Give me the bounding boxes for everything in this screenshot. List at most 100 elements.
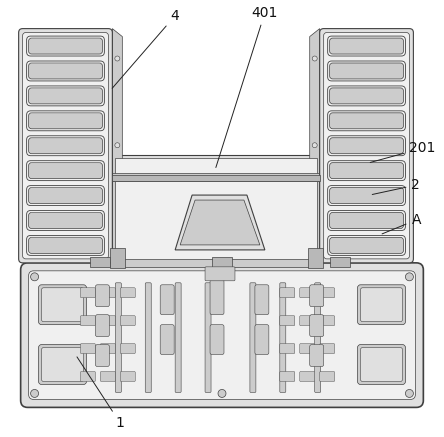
FancyBboxPatch shape: [100, 343, 115, 354]
Circle shape: [115, 143, 120, 148]
FancyBboxPatch shape: [255, 285, 269, 315]
FancyBboxPatch shape: [27, 61, 104, 81]
FancyBboxPatch shape: [27, 136, 104, 156]
FancyBboxPatch shape: [27, 236, 104, 255]
FancyBboxPatch shape: [300, 371, 315, 382]
FancyBboxPatch shape: [160, 285, 174, 315]
FancyBboxPatch shape: [100, 288, 115, 298]
Text: 201: 201: [370, 141, 436, 163]
FancyBboxPatch shape: [28, 187, 103, 204]
FancyBboxPatch shape: [28, 271, 416, 399]
FancyBboxPatch shape: [80, 343, 95, 354]
FancyBboxPatch shape: [280, 288, 295, 298]
Text: 2: 2: [372, 178, 420, 194]
FancyBboxPatch shape: [28, 63, 103, 79]
FancyBboxPatch shape: [328, 36, 405, 56]
Circle shape: [312, 143, 317, 148]
Text: 4: 4: [112, 9, 179, 88]
Circle shape: [405, 273, 413, 281]
FancyBboxPatch shape: [205, 283, 211, 392]
FancyBboxPatch shape: [100, 316, 115, 326]
FancyBboxPatch shape: [42, 347, 83, 382]
FancyBboxPatch shape: [28, 237, 103, 253]
Bar: [112, 155, 320, 270]
Polygon shape: [175, 195, 265, 250]
Circle shape: [218, 389, 226, 397]
FancyBboxPatch shape: [329, 163, 404, 179]
Polygon shape: [180, 200, 260, 245]
FancyBboxPatch shape: [357, 345, 405, 385]
FancyBboxPatch shape: [329, 88, 404, 104]
FancyBboxPatch shape: [23, 33, 108, 259]
Circle shape: [31, 389, 39, 397]
Circle shape: [405, 389, 413, 397]
FancyBboxPatch shape: [120, 316, 135, 326]
FancyBboxPatch shape: [39, 285, 87, 325]
Polygon shape: [112, 28, 122, 263]
Bar: [329, 257, 349, 267]
Bar: [112, 175, 320, 181]
FancyBboxPatch shape: [329, 187, 404, 204]
FancyBboxPatch shape: [95, 345, 109, 367]
FancyBboxPatch shape: [329, 138, 404, 154]
Text: A: A: [382, 213, 421, 234]
FancyBboxPatch shape: [300, 288, 315, 298]
FancyBboxPatch shape: [329, 113, 404, 129]
FancyBboxPatch shape: [28, 212, 103, 229]
FancyBboxPatch shape: [205, 267, 235, 281]
FancyBboxPatch shape: [280, 316, 295, 326]
FancyBboxPatch shape: [320, 371, 335, 382]
FancyBboxPatch shape: [310, 315, 324, 336]
FancyBboxPatch shape: [324, 33, 409, 259]
FancyBboxPatch shape: [39, 345, 87, 385]
Bar: [115, 158, 317, 270]
FancyBboxPatch shape: [328, 236, 405, 255]
FancyBboxPatch shape: [329, 38, 404, 54]
Circle shape: [218, 273, 226, 281]
FancyBboxPatch shape: [315, 283, 321, 392]
FancyBboxPatch shape: [320, 343, 335, 354]
FancyBboxPatch shape: [210, 280, 224, 315]
FancyBboxPatch shape: [328, 86, 405, 106]
FancyBboxPatch shape: [320, 288, 335, 298]
FancyBboxPatch shape: [27, 36, 104, 56]
FancyBboxPatch shape: [328, 61, 405, 81]
FancyBboxPatch shape: [120, 343, 135, 354]
FancyBboxPatch shape: [80, 316, 95, 326]
FancyBboxPatch shape: [310, 285, 324, 307]
FancyBboxPatch shape: [361, 288, 402, 322]
FancyBboxPatch shape: [28, 38, 103, 54]
FancyBboxPatch shape: [80, 288, 95, 298]
Bar: [111, 248, 125, 268]
Text: 1: 1: [77, 357, 125, 430]
FancyBboxPatch shape: [28, 138, 103, 154]
FancyBboxPatch shape: [210, 325, 224, 354]
FancyBboxPatch shape: [329, 237, 404, 253]
Circle shape: [312, 56, 317, 61]
FancyBboxPatch shape: [20, 263, 424, 407]
FancyBboxPatch shape: [145, 283, 151, 392]
FancyBboxPatch shape: [310, 345, 324, 367]
FancyBboxPatch shape: [280, 371, 295, 382]
FancyBboxPatch shape: [328, 111, 405, 131]
FancyBboxPatch shape: [80, 371, 95, 382]
FancyBboxPatch shape: [255, 325, 269, 354]
FancyBboxPatch shape: [175, 283, 181, 392]
FancyBboxPatch shape: [280, 343, 295, 354]
FancyBboxPatch shape: [357, 285, 405, 325]
FancyBboxPatch shape: [115, 283, 121, 392]
FancyBboxPatch shape: [95, 285, 109, 307]
FancyBboxPatch shape: [27, 86, 104, 106]
FancyBboxPatch shape: [95, 315, 109, 336]
FancyBboxPatch shape: [160, 325, 174, 354]
FancyBboxPatch shape: [27, 161, 104, 180]
Bar: [212, 257, 232, 267]
FancyBboxPatch shape: [300, 316, 315, 326]
Circle shape: [31, 273, 39, 281]
FancyBboxPatch shape: [328, 136, 405, 156]
Bar: [308, 248, 323, 268]
Text: 401: 401: [216, 6, 278, 167]
FancyBboxPatch shape: [27, 186, 104, 205]
FancyBboxPatch shape: [328, 211, 405, 230]
FancyBboxPatch shape: [329, 63, 404, 79]
